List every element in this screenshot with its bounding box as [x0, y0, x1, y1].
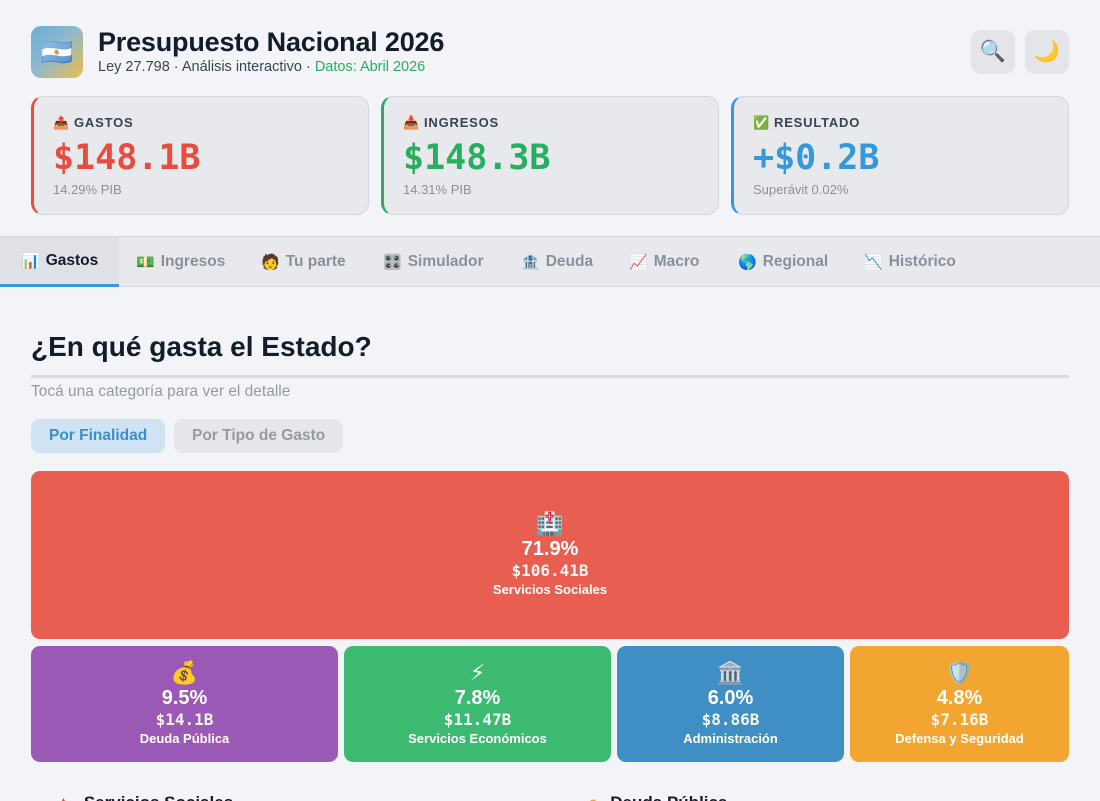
- hospital-icon: 🏥: [536, 511, 564, 536]
- tab-regional[interactable]: 🌎 Regional: [738, 252, 829, 271]
- tile-percent: 6.0%: [707, 687, 754, 709]
- control-knobs-icon: 🎛️: [383, 253, 402, 271]
- tile-name: Administración: [683, 731, 778, 746]
- search-button[interactable]: 🔍: [971, 30, 1015, 74]
- treemap-tile-servicios-economicos[interactable]: ⚡ 7.8% $11.47B Servicios Económicos: [344, 646, 611, 762]
- section-divider: [31, 375, 1069, 378]
- detail-row-servicios-sociales[interactable]: ▲Servicios Sociales: [55, 793, 233, 801]
- kpi-gastos: 📤 GASTOS $148.1B 14.29% PIB: [31, 96, 369, 215]
- tab-gastos[interactable]: 📊 Gastos: [0, 237, 120, 287]
- app-header: 🇦🇷 Presupuesto Nacional 2026 Ley 27.798 …: [31, 26, 1069, 78]
- bank-icon: 🏦: [521, 253, 540, 271]
- section-hint: Tocá una categoría para ver el detalle: [31, 383, 291, 400]
- tile-percent: 9.5%: [161, 687, 208, 709]
- data-date: Datos: Abril 2026: [314, 59, 426, 75]
- kpi-label: INGRESOS: [424, 115, 500, 130]
- money-bag-icon: ●: [588, 793, 598, 801]
- kpi-sub: Superávit 0.02%: [753, 182, 849, 197]
- tile-name: Deuda Pública: [139, 731, 230, 746]
- globe-icon: 🌎: [738, 253, 757, 271]
- outbox-icon: 📤: [53, 115, 70, 130]
- tile-percent: 71.9%: [521, 538, 579, 560]
- page-subtitle: Ley 27.798 · Análisis interactivo · Dato…: [98, 59, 426, 75]
- kpi-value: +$0.2B: [753, 138, 880, 178]
- search-icon: 🔍: [979, 40, 1007, 63]
- tab-tu-parte[interactable]: 🧑 Tu parte: [261, 252, 346, 271]
- person-icon: 🧑: [261, 253, 280, 271]
- kpi-label: RESULTADO: [774, 115, 861, 130]
- page-title: Presupuesto Nacional 2026: [98, 27, 445, 57]
- tile-amount: $7.16B: [930, 710, 989, 729]
- kpi-cards: 📤 GASTOS $148.1B 14.29% PIB 📥 INGRESOS $14…: [31, 96, 1069, 215]
- toggle-por-tipo-de-gasto[interactable]: Por Tipo de Gasto: [174, 419, 344, 453]
- tile-amount: $8.86B: [701, 710, 760, 729]
- check-icon: ✅: [753, 115, 770, 130]
- kpi-sub: 14.29% PIB: [53, 182, 122, 197]
- treemap-tile-defensa-y-seguridad[interactable]: 🛡️ 4.8% $7.16B Defensa y Seguridad: [850, 646, 1069, 762]
- moon-icon: 🌙: [1033, 40, 1061, 63]
- section-title: ¿En qué gasta el Estado?: [31, 331, 372, 362]
- kpi-sub: 14.31% PIB: [403, 182, 472, 197]
- tab-ingresos[interactable]: 💵 Ingresos: [136, 252, 226, 271]
- kpi-ingresos: 📥 INGRESOS $148.3B 14.31% PIB: [381, 96, 719, 215]
- kpi-resultado: ✅ RESULTADO +$0.2B Superávit 0.02%: [731, 96, 1069, 215]
- tile-name: Servicios Económicos: [408, 731, 547, 746]
- tab-macro[interactable]: 📈 Macro: [629, 252, 700, 271]
- lightning-icon: ⚡: [469, 660, 486, 685]
- tile-amount: $14.1B: [155, 710, 214, 729]
- tile-percent: 7.8%: [454, 687, 501, 709]
- tab-historico[interactable]: 📉 Histórico: [864, 252, 956, 271]
- warning-icon: ▲: [55, 793, 72, 801]
- money-bag-icon: 💰: [170, 660, 199, 685]
- tab-deuda[interactable]: 🏦 Deuda: [521, 252, 594, 271]
- tab-simulador[interactable]: 🎛️ Simulador: [383, 252, 484, 271]
- shield-icon: 🛡️: [945, 660, 974, 685]
- money-icon: 💵: [136, 253, 155, 271]
- treemap-tile-administracion[interactable]: 🏛️ 6.0% $8.86B Administración: [617, 646, 844, 762]
- trending-down-icon: 📉: [864, 253, 883, 271]
- inbox-icon: 📥: [403, 115, 420, 130]
- tile-amount: $106.41B: [511, 561, 589, 580]
- tile-amount: $11.47B: [443, 710, 512, 729]
- tile-name: Servicios Sociales: [492, 582, 608, 597]
- kpi-value: $148.3B: [403, 138, 551, 178]
- main-tabs: 📊 Gastos 💵 Ingresos 🧑 Tu parte 🎛️ Simulador …: [0, 236, 1100, 287]
- treemap-tile-deuda-publica[interactable]: 💰 9.5% $14.1B Deuda Pública: [31, 646, 338, 762]
- classical-building-icon: 🏛️: [716, 660, 745, 685]
- bar-chart-icon: 📊: [21, 252, 40, 270]
- argentina-flag-logo: 🇦🇷: [31, 26, 83, 78]
- kpi-value: $148.1B: [53, 138, 201, 178]
- trending-up-icon: 📈: [629, 253, 648, 271]
- dark-mode-toggle[interactable]: 🌙: [1025, 30, 1069, 74]
- treemap-tile-servicios-sociales[interactable]: 🏥 71.9% $106.41B Servicios Sociales: [31, 471, 1069, 639]
- tile-name: Defensa y Seguridad: [895, 731, 1024, 746]
- toggle-por-finalidad[interactable]: Por Finalidad: [31, 419, 166, 453]
- tile-percent: 4.8%: [936, 687, 983, 709]
- detail-row-deuda-publica[interactable]: ●Deuda Pública: [588, 793, 727, 801]
- kpi-label: GASTOS: [74, 115, 134, 130]
